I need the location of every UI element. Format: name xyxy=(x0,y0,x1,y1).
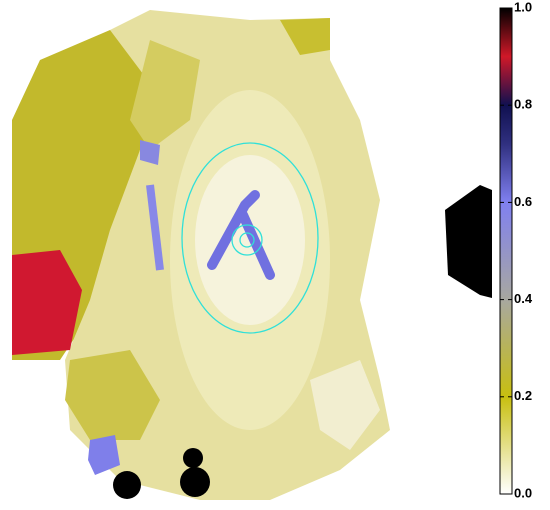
map-region xyxy=(130,40,200,150)
colorbar-tick-label: 0.6 xyxy=(514,194,532,209)
map-region xyxy=(140,140,160,165)
blue-arm xyxy=(146,184,164,271)
colorbar-tick-label: 1.0 xyxy=(514,0,532,14)
contour xyxy=(181,142,319,334)
map-region xyxy=(280,18,330,55)
map-region-black xyxy=(445,185,492,298)
colorbar-tick-label: 0.2 xyxy=(514,388,532,403)
map-region xyxy=(88,435,120,475)
map xyxy=(12,10,492,500)
map-region xyxy=(65,350,160,440)
colorbar-tick-label: 0.8 xyxy=(514,97,532,112)
map-region-red xyxy=(12,250,82,355)
contour xyxy=(231,224,263,256)
contour xyxy=(239,232,255,248)
colorbar-gradient xyxy=(499,7,513,495)
colorbar-tick-label: 0.0 xyxy=(514,485,532,500)
colorbar-tick-label: 0.4 xyxy=(514,291,533,306)
map-region-black xyxy=(113,471,141,499)
map-region xyxy=(310,360,380,450)
map-region-black xyxy=(183,448,203,468)
colorbar: 0.0 0.2 0.4 0.6 0.8 1.0 xyxy=(499,0,533,500)
map-region-black xyxy=(180,467,210,497)
